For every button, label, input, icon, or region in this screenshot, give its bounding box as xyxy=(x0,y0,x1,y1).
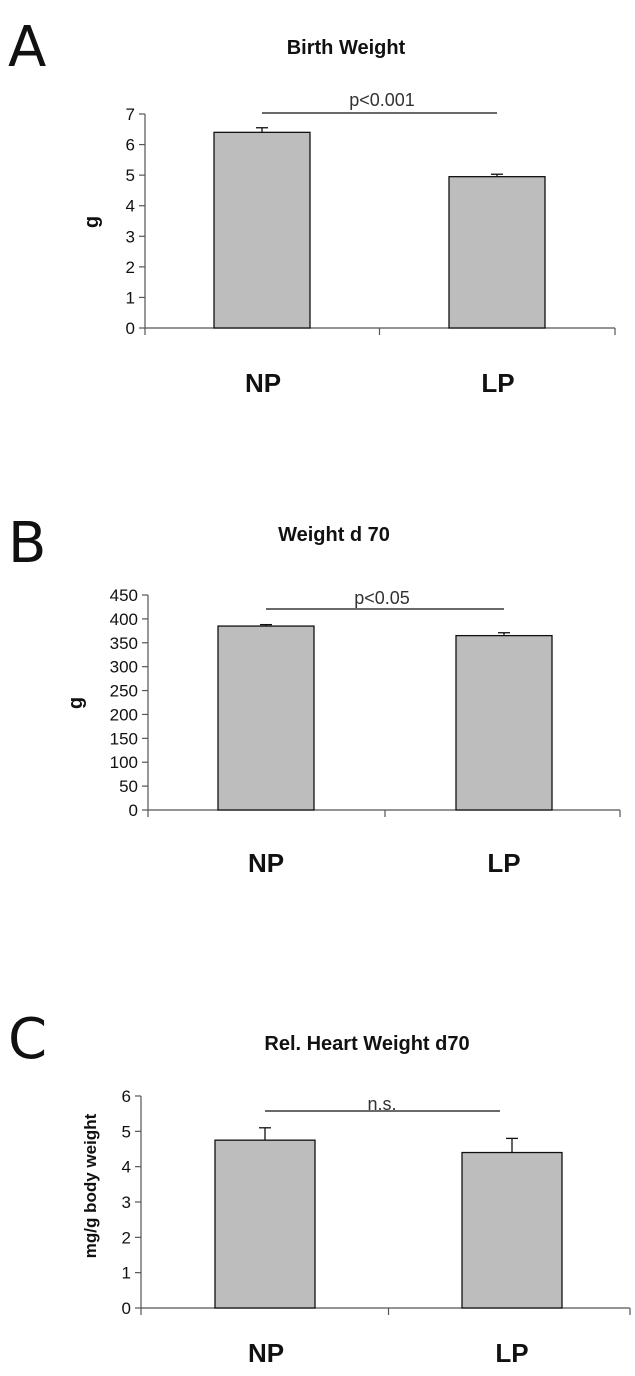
panel-b: B Weight d 70 g p<0.05 0 50 100 150 200 250 30… xyxy=(8,511,621,878)
y-tick-label: 0 xyxy=(126,319,135,338)
y-tick-label: 200 xyxy=(110,705,138,724)
y-tick-label: 50 xyxy=(119,777,138,796)
significance-label: p<0.05 xyxy=(354,588,410,608)
y-tick-label: 4 xyxy=(126,197,135,216)
bar-np xyxy=(217,625,315,811)
y-axis-label: g xyxy=(65,697,87,709)
y-tick-label: 0 xyxy=(129,801,138,820)
category-label-lp: LP xyxy=(487,848,520,878)
y-tick-label: 350 xyxy=(110,634,138,653)
y-tick-label: 6 xyxy=(126,136,135,155)
y-tick-label: 7 xyxy=(126,105,135,124)
panel-letter: B xyxy=(8,511,46,576)
y-tick-label: 2 xyxy=(126,258,135,277)
y-tick-label: 6 xyxy=(122,1087,131,1106)
y-tick-label: 100 xyxy=(110,753,138,772)
y-tick-label: 4 xyxy=(122,1158,131,1177)
y-tick-label: 2 xyxy=(122,1228,131,1247)
chart-title: Birth Weight xyxy=(287,37,406,59)
y-tick-label: 1 xyxy=(122,1264,131,1283)
bar-lp xyxy=(455,634,553,811)
category-label-np: NP xyxy=(248,1338,284,1368)
panel-c: C Rel. Heart Weight d70 mg/g body weight… xyxy=(8,1007,631,1368)
significance-label: p<0.001 xyxy=(349,90,415,110)
y-tick-label: 150 xyxy=(110,729,138,748)
category-label-np: NP xyxy=(245,368,281,398)
category-label-lp: LP xyxy=(481,368,514,398)
y-tick-label: 400 xyxy=(110,610,138,629)
y-tick-label: 0 xyxy=(122,1299,131,1318)
bar-lp xyxy=(461,1151,563,1309)
chart-title: Rel. Heart Weight d70 xyxy=(264,1033,469,1055)
bar-lp xyxy=(448,176,546,329)
category-label-lp: LP xyxy=(495,1338,528,1368)
y-tick-label: 3 xyxy=(122,1193,131,1212)
y-axis-label: mg/g body weight xyxy=(81,1113,100,1258)
chart-title: Weight d 70 xyxy=(278,524,390,546)
y-tick-label: 5 xyxy=(126,166,135,185)
bar-np xyxy=(213,131,311,329)
y-tick-label: 1 xyxy=(126,288,135,307)
y-tick-label: 5 xyxy=(122,1122,131,1141)
y-axis-label: g xyxy=(81,216,103,228)
y-tick-label: 300 xyxy=(110,658,138,677)
panel-letter: A xyxy=(8,15,46,80)
category-label-np: NP xyxy=(248,848,284,878)
y-tick-label: 450 xyxy=(110,586,138,605)
significance-label: n.s. xyxy=(367,1094,396,1114)
panel-a: A Birth Weight g p<0.001 0 1 2 3 4 5 6 7 NP LP xyxy=(8,15,616,398)
y-tick-label: 250 xyxy=(110,682,138,701)
y-tick-label: 3 xyxy=(126,227,135,246)
bar-np xyxy=(214,1139,316,1309)
panel-letter: C xyxy=(8,1007,47,1072)
